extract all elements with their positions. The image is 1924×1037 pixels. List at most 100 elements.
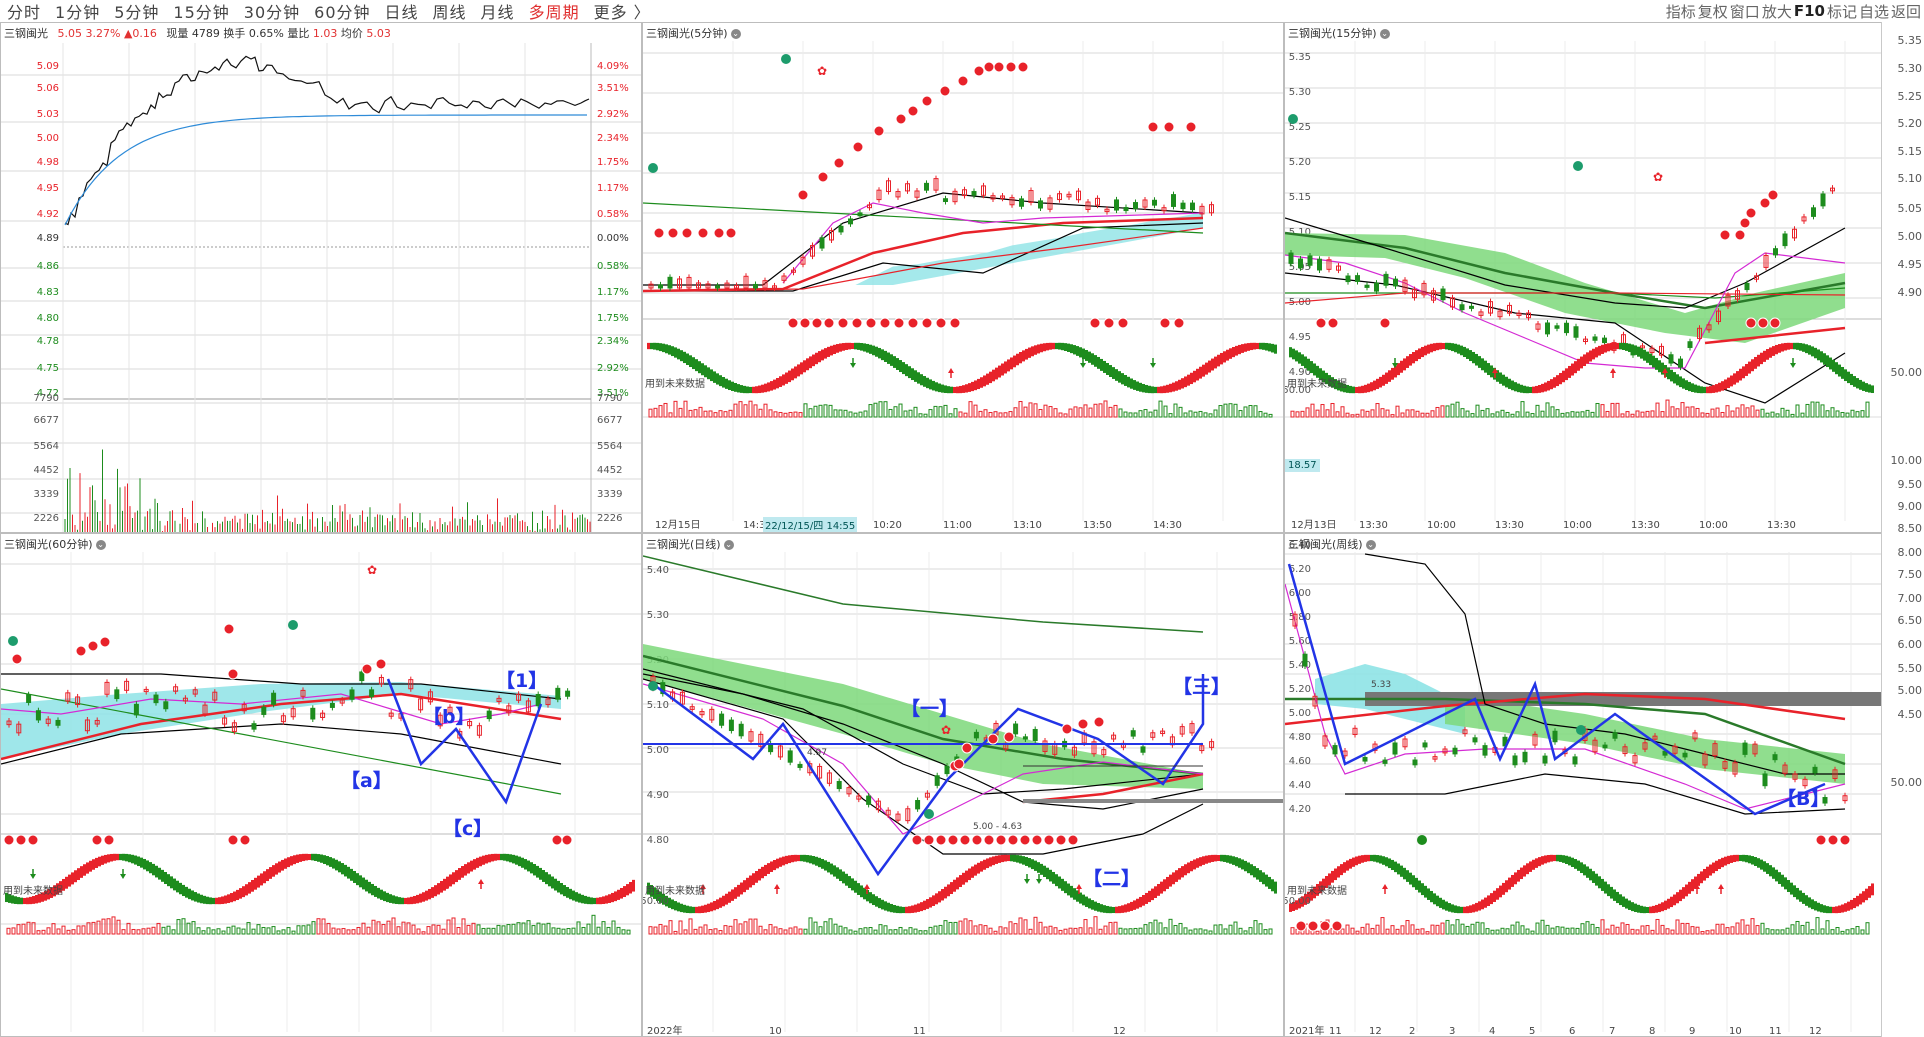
60min-panel[interactable]: 三钢闽光(60分钟) ⌄ ✿ 用到未来数据 【1】 【b】 【a】 【c】 [0,533,642,1037]
oscillator-ribbon [917,372,920,384]
candle [660,682,666,695]
tab-5min[interactable]: 5分钟 [114,3,160,22]
date-label: 10:00 [1427,520,1456,531]
volume-histogram [526,920,531,935]
buy-signal-osc [1007,834,1019,846]
oscillator-ribbon [824,348,827,359]
candle [699,711,705,716]
f10-button[interactable]: F10 [1793,2,1825,20]
oscillator-ribbon [1388,858,1391,869]
oscillator-ribbon [1583,354,1586,367]
oscillator-ribbon [1817,902,1820,912]
price-tick: 5.40 [1289,660,1311,671]
volume-histogram [1188,410,1193,418]
volume-histogram [1665,928,1670,935]
oscillator-ribbon [1871,883,1874,896]
tab-1min[interactable]: 1分钟 [55,3,101,22]
volume-histogram [1570,411,1575,418]
oscillator-ribbon [440,880,443,893]
candle [1123,207,1129,212]
pct-tick: 2.92% [597,109,629,120]
oscillator-ribbon [1598,876,1601,889]
daily-panel[interactable]: 三钢闽光(日线)⌄ 5.405.305.205.105.004.904.80✿5… [642,533,1284,1037]
volume-histogram [106,918,111,935]
candle [496,697,502,702]
volume-histogram [1560,926,1565,935]
oscillator-ribbon [89,860,92,872]
back-button[interactable]: 返回 [1890,2,1921,21]
volume-histogram [1720,411,1725,418]
oscillator-ribbon [890,354,893,366]
oscillator-ribbon [1508,877,1511,890]
volume-histogram [1405,409,1410,418]
mark-button[interactable]: 标记 [1826,2,1857,21]
oscillator-ribbon [899,360,902,373]
volume-histogram [36,930,41,935]
tab-monthly[interactable]: 月线 [480,3,515,22]
volume-histogram [1168,918,1173,935]
oscillator-ribbon [104,854,107,864]
oscillator-ribbon [404,897,407,905]
oscillator-ribbon [1148,890,1151,903]
oscillator-ribbon [1460,906,1463,914]
volume-histogram [648,926,653,935]
oscillator-ribbon [932,380,935,391]
tab-30min[interactable]: 30分钟 [243,3,301,22]
window-button[interactable]: 窗口 [1729,2,1760,21]
adjust-button[interactable]: 复权 [1697,2,1728,21]
volume-histogram [1023,919,1028,935]
oscillator-ribbon [131,854,134,864]
oscillator-ribbon [986,858,989,869]
date-label: 11 [1329,1026,1342,1037]
tab-multi-period[interactable]: 多周期 [528,3,580,22]
oscillator-ribbon [1625,343,1628,351]
oscillator-ribbon [1301,354,1304,366]
volume-histogram [256,924,261,935]
oscillator-ribbon [332,858,335,869]
buy-signal [725,227,737,239]
volume-histogram [1650,410,1655,418]
candle [26,694,32,703]
volume-histogram [541,923,546,935]
watchlist-button[interactable]: 自选 [1858,2,1889,21]
volume-histogram [1068,927,1073,935]
candle [1512,755,1518,766]
buy-signal-osc [1043,834,1055,846]
oscillator-ribbon [1169,874,1172,887]
oscillator-ribbon [14,896,17,904]
oscillator-ribbon [989,371,992,384]
candle [1000,195,1005,199]
15min-panel[interactable]: 三钢闽光(15分钟)⌄ 5.355.305.255.205.155.105.05… [1284,22,1882,533]
volume-histogram [401,921,406,935]
tab-weekly[interactable]: 周线 [432,3,467,22]
volume-tick: 7790 [597,393,622,404]
volume-histogram [1470,923,1475,935]
indicator-button[interactable]: 指标 [1665,2,1696,21]
oscillator-ribbon [887,352,890,364]
oscillator-ribbon [731,381,734,392]
up-arrow [1382,884,1388,889]
tab-15min[interactable]: 15分钟 [173,3,230,22]
tab-60min[interactable]: 60分钟 [314,3,371,22]
volume-histogram [1018,917,1023,935]
weekly-panel[interactable]: 三钢闽光(周线) ⌄ 6.40 6.20 6.00 5.80 5.60 5.40 5.20 5.… [1284,533,1882,1037]
oscillator-ribbon [449,874,452,887]
volume-histogram [1385,409,1390,418]
candle [1452,747,1458,755]
oscillator-ribbon [1091,900,1094,910]
zoom-button[interactable]: 放大 [1761,2,1792,21]
tab-daily[interactable]: 日线 [384,3,419,22]
oscillator-ribbon [1058,342,1061,350]
candle [1716,310,1721,323]
oscillator-ribbon [1727,377,1730,389]
candle [329,702,335,708]
volume-histogram [76,925,81,935]
volume-histogram [743,404,748,418]
volume-histogram [466,924,471,935]
volume-histogram [41,929,46,935]
tab-intraday[interactable]: 分时 [7,3,42,22]
5min-panel[interactable]: 三钢闽光(5分钟) ⌄ ✿ 12月15日 14:30 10:20 11:00 13:10 13… [642,22,1284,533]
tab-more[interactable]: 更多 〉 [593,3,651,22]
intraday-panel[interactable]: 三钢闽光 5.05 3.27% ▲0.16 现量 4789 换手 0.65% 量… [0,22,642,533]
volume-histogram [1023,406,1028,418]
